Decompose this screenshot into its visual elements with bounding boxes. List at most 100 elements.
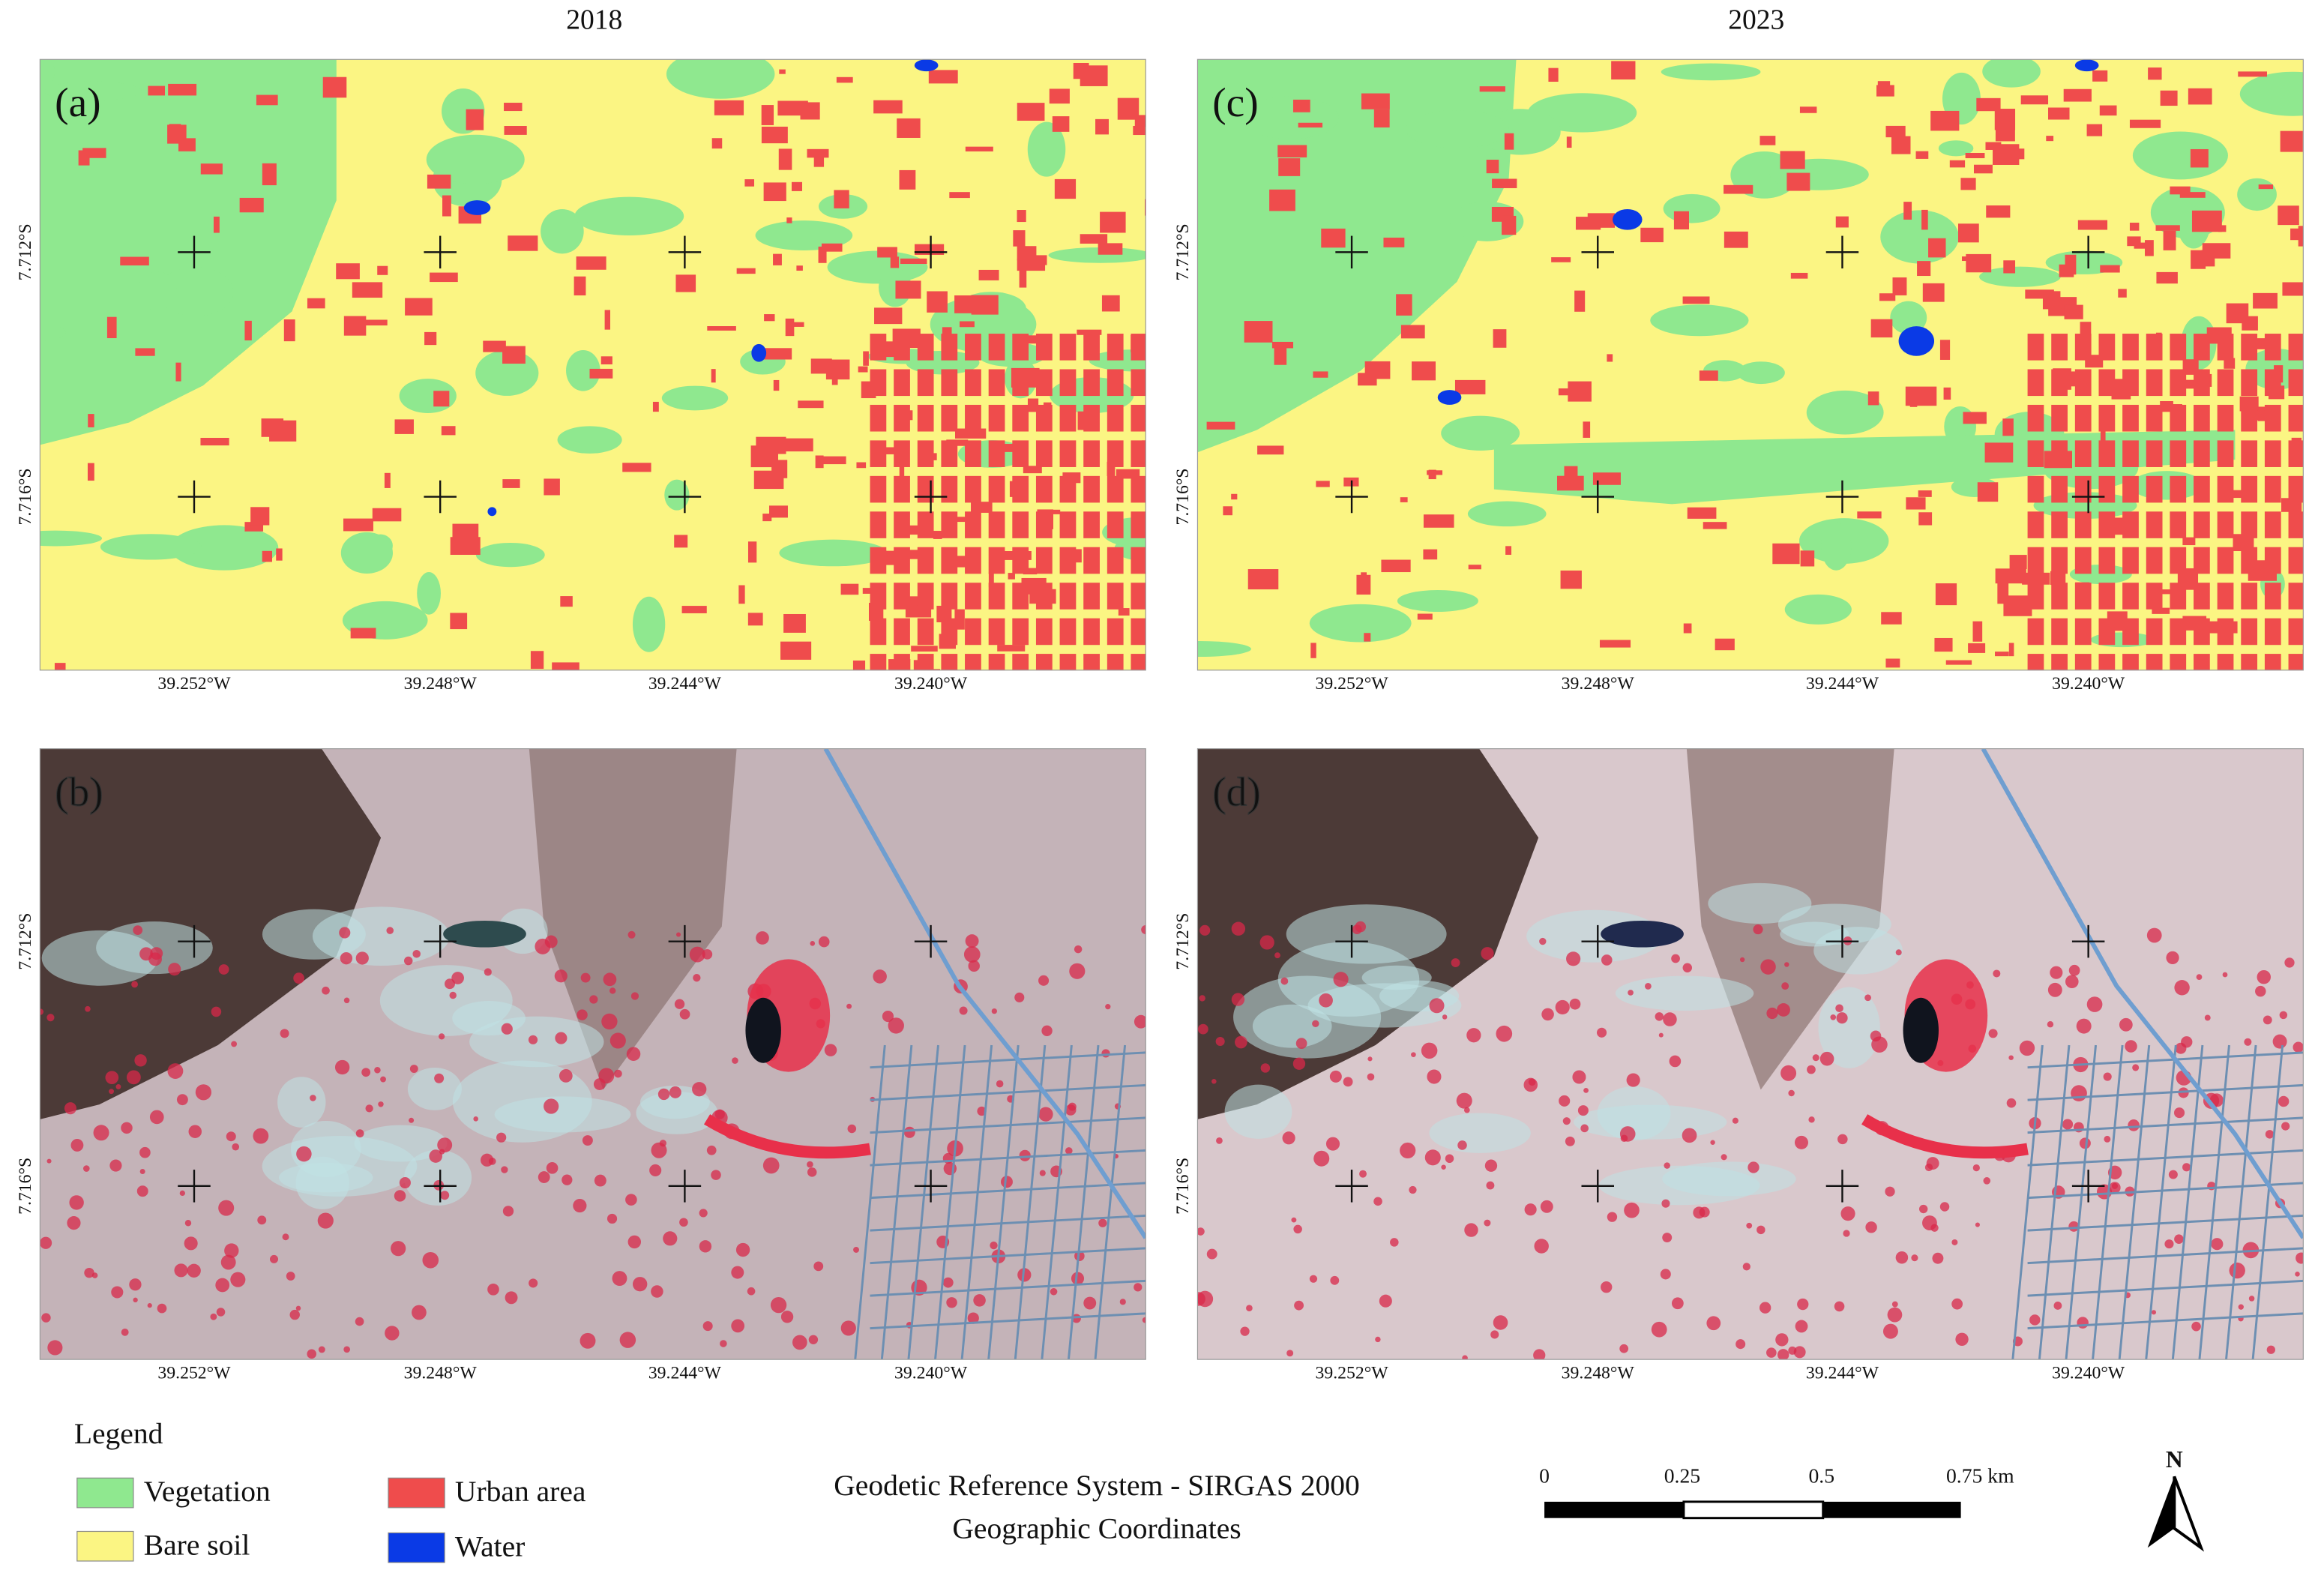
- vegetation-patch: [977, 342, 1047, 367]
- vegetation-signal: [1197, 1290, 1214, 1308]
- urban-block: [1012, 334, 1029, 361]
- urban-patch: [988, 572, 994, 588]
- vegetation-signal: [412, 1305, 427, 1320]
- urban-patch: [761, 126, 788, 144]
- urban-block: [965, 440, 981, 467]
- vegetation-signal: [1562, 1117, 1571, 1125]
- vegetation-patch: [1821, 522, 1852, 571]
- urban-patch: [763, 348, 792, 360]
- vegetation-signal: [1746, 1222, 1753, 1229]
- longitude-label: 39.252°W: [157, 674, 231, 694]
- urban-block: [2074, 511, 2092, 538]
- vegetation-signal: [959, 1006, 968, 1015]
- vegetation-signal: [1972, 1164, 1980, 1172]
- vegetation-signal: [307, 1349, 316, 1359]
- vegetation-signal: [824, 1044, 837, 1056]
- urban-block: [870, 511, 887, 538]
- urban-block: [2264, 369, 2281, 397]
- urban-block: [2241, 547, 2258, 574]
- vegetation-signal: [1466, 1028, 1481, 1043]
- urban-block: [1131, 334, 1146, 361]
- urban-patch: [2191, 210, 2222, 232]
- vegetation-signal: [1794, 1135, 1808, 1149]
- light-patch: [452, 1001, 526, 1036]
- vegetation-signal: [1379, 1294, 1392, 1308]
- urban-block: [2146, 511, 2163, 538]
- urban-patch: [911, 646, 938, 652]
- urban-block: [965, 334, 981, 361]
- urban-block: [2264, 654, 2281, 670]
- vegetation-signal: [1732, 1117, 1739, 1124]
- urban-block: [2027, 618, 2044, 646]
- scale-label: 0.75 km: [1946, 1464, 2014, 1488]
- urban-patch: [1486, 160, 1499, 174]
- scale-label: 0: [1539, 1464, 1550, 1488]
- urban-block: [2288, 475, 2304, 503]
- vegetation-signal: [706, 1145, 717, 1155]
- urban-patch: [1504, 133, 1514, 150]
- street: [2027, 1116, 2304, 1134]
- urban-block: [2051, 511, 2068, 538]
- vegetation-signal: [429, 1149, 442, 1163]
- longitude-label: 39.248°W: [404, 1363, 478, 1383]
- urban-patch: [343, 316, 367, 336]
- urban-patch: [753, 470, 784, 490]
- vegetation-signal: [1626, 1073, 1640, 1087]
- panel-frame: [1196, 748, 2304, 1360]
- urban-patch: [1564, 466, 1578, 481]
- vegetation-signal: [2272, 1034, 2287, 1049]
- urban-patch: [1558, 388, 1571, 396]
- light-patch: [1252, 1004, 1332, 1048]
- vegetation-patch: [1979, 266, 2061, 287]
- vegetation-signal: [2047, 1021, 2054, 1028]
- urban-block: [941, 369, 958, 397]
- vegetation-signal: [115, 1084, 121, 1089]
- vegetation-signal: [2257, 969, 2271, 984]
- urban-patch: [953, 517, 969, 523]
- urban-block: [2241, 404, 2258, 432]
- urban-patch: [2202, 243, 2231, 259]
- vegetation-patch: [1663, 193, 1721, 223]
- vegetation-signal: [702, 1321, 713, 1332]
- vegetation-signal: [1753, 924, 1763, 935]
- vegetation-signal: [378, 1101, 384, 1107]
- vegetation-signal: [882, 1010, 894, 1023]
- street: [870, 1149, 1146, 1167]
- vegetation-signal: [174, 1263, 188, 1278]
- street: [1014, 1044, 1047, 1360]
- urban-block: [2146, 654, 2163, 670]
- urban-block: [870, 618, 887, 646]
- light-patch: [1224, 1084, 1292, 1139]
- vegetation-patch: [1784, 594, 1852, 625]
- urban-block: [965, 369, 981, 397]
- legend-swatch: [76, 1530, 134, 1562]
- street: [870, 1182, 1146, 1200]
- vegetation-signal: [1050, 1287, 1058, 1296]
- vegetation-signal: [732, 1057, 738, 1064]
- urban-block: [1035, 440, 1053, 467]
- vegetation-signal: [451, 972, 464, 984]
- vegetation-signal: [1569, 998, 1581, 1010]
- urban-block: [917, 369, 934, 397]
- vegetation-signal: [179, 1190, 185, 1197]
- vegetation-signal: [409, 1117, 415, 1123]
- urban-block: [2194, 654, 2210, 670]
- street: [870, 1051, 1146, 1069]
- scale-bar-segment: [1822, 1501, 1961, 1518]
- urban-patch: [576, 256, 606, 270]
- urban-block: [2170, 475, 2187, 503]
- longitude-label: 39.252°W: [157, 1363, 231, 1383]
- urban-patch: [747, 541, 757, 563]
- street: [870, 1312, 1146, 1330]
- vegetation-signal: [1375, 1336, 1381, 1343]
- urban-patch: [971, 502, 993, 513]
- vegetation-patch: [340, 532, 394, 574]
- vegetation-signal: [1955, 1332, 1969, 1346]
- vegetation-signal: [84, 1267, 94, 1278]
- latitude-label: 7.716°S: [1173, 468, 1193, 525]
- vegetation-signal: [1074, 945, 1083, 954]
- vegetation-signal: [1882, 1323, 1898, 1339]
- urban-patch: [2077, 220, 2108, 230]
- vegetation-signal: [253, 1128, 269, 1144]
- longitude-label: 39.240°W: [2052, 674, 2125, 694]
